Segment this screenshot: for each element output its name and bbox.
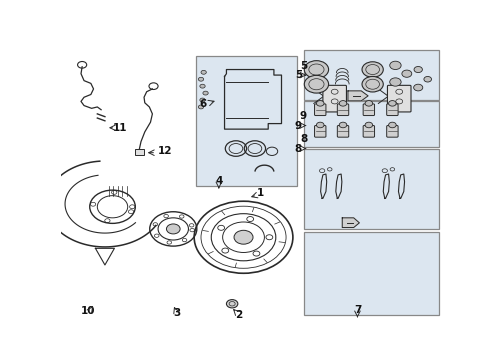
Circle shape [365, 122, 373, 128]
Circle shape [339, 122, 347, 128]
Circle shape [226, 300, 238, 308]
Circle shape [304, 75, 329, 93]
Circle shape [390, 61, 401, 69]
Circle shape [362, 76, 383, 92]
FancyBboxPatch shape [387, 104, 398, 116]
Text: 7: 7 [354, 305, 361, 315]
Polygon shape [348, 91, 368, 101]
Circle shape [200, 84, 205, 88]
Text: 5: 5 [295, 70, 302, 80]
Circle shape [167, 224, 180, 234]
Bar [304, 50, 439, 100]
FancyBboxPatch shape [388, 85, 411, 112]
Circle shape [390, 78, 401, 86]
Bar [196, 56, 297, 186]
Bar [135, 149, 144, 156]
Circle shape [203, 91, 208, 95]
Text: 3: 3 [173, 309, 181, 319]
Text: 10: 10 [80, 306, 95, 316]
FancyBboxPatch shape [315, 104, 326, 116]
Circle shape [424, 76, 432, 82]
Circle shape [389, 100, 396, 106]
Circle shape [317, 100, 324, 106]
Circle shape [339, 100, 347, 106]
Bar [304, 102, 439, 147]
Circle shape [234, 230, 253, 244]
Text: 2: 2 [235, 310, 243, 320]
Circle shape [414, 84, 423, 91]
Text: 1: 1 [257, 188, 264, 198]
Circle shape [365, 100, 373, 106]
Circle shape [198, 77, 204, 81]
Text: 9: 9 [295, 121, 302, 131]
Text: 9: 9 [300, 111, 307, 121]
Circle shape [200, 98, 205, 102]
FancyBboxPatch shape [387, 126, 398, 137]
FancyBboxPatch shape [337, 104, 349, 116]
Circle shape [414, 67, 422, 73]
FancyBboxPatch shape [363, 104, 374, 116]
Bar [304, 149, 439, 229]
Polygon shape [342, 218, 359, 228]
Text: 8: 8 [300, 134, 307, 144]
Text: 11: 11 [113, 123, 127, 133]
Bar [304, 232, 439, 315]
FancyBboxPatch shape [337, 126, 349, 137]
FancyBboxPatch shape [363, 126, 374, 137]
Circle shape [201, 70, 206, 74]
Text: 6: 6 [199, 99, 206, 109]
Circle shape [198, 105, 204, 109]
Text: 5: 5 [300, 61, 307, 71]
Circle shape [362, 62, 383, 77]
Circle shape [402, 70, 412, 77]
Circle shape [304, 61, 329, 78]
Text: 12: 12 [157, 146, 172, 156]
Circle shape [317, 122, 324, 128]
Circle shape [389, 122, 396, 128]
FancyBboxPatch shape [323, 85, 346, 112]
FancyBboxPatch shape [315, 126, 326, 137]
Text: 8: 8 [295, 144, 302, 153]
Text: 4: 4 [215, 176, 222, 186]
